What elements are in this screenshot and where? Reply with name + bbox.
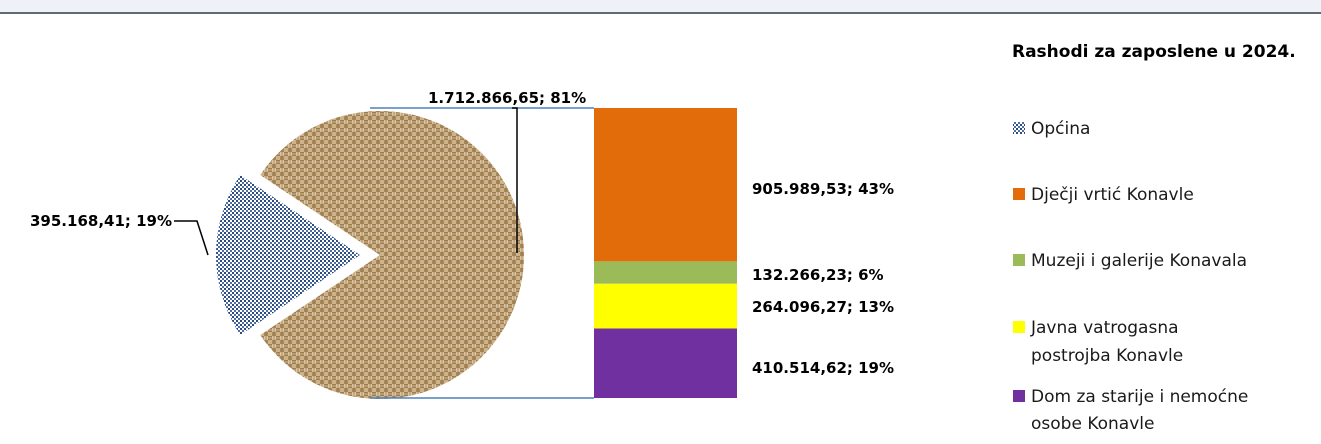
legend-swatch-2 <box>1013 254 1025 266</box>
legend-label-4: Dom za starije i nemoćne <box>1031 387 1248 407</box>
legend-label-4-line2: osobe Konavle <box>1031 414 1154 434</box>
top-border <box>0 0 1321 14</box>
legend-swatch-4 <box>1013 390 1025 402</box>
leader-line-opcina <box>174 220 209 256</box>
legend-swatch-3 <box>1013 321 1025 333</box>
stacked-bar <box>594 108 737 398</box>
bar-label-1: 132.266,23; 6% <box>752 266 884 284</box>
pie <box>215 110 524 400</box>
pie-label-opcina: 395.168,41; 19% <box>30 212 172 230</box>
legend-label-1: Dječji vrtić Konavle <box>1031 185 1194 205</box>
bar-label-3: 410.514,62; 19% <box>752 359 894 377</box>
data-labels: 1.712.866,65; 81% 395.168,41; 19% 905.989,… <box>30 89 894 377</box>
pie-slice-other <box>260 110 524 400</box>
legend-swatch-0 <box>1013 122 1025 134</box>
connector-lines <box>370 107 594 399</box>
chart-title: Rashodi za zaposlene u 2024. <box>1012 42 1296 62</box>
legend-label-3: Javna vatrogasna <box>1030 318 1179 338</box>
legend-label-2: Muzeji i galerije Konavala <box>1031 251 1247 271</box>
bar-segment-0 <box>594 108 737 262</box>
legend: Općina Dječji vrtić Konavle Muzeji i galer… <box>1013 119 1248 434</box>
bar-segment-2 <box>594 283 737 329</box>
leader-line-other <box>512 107 518 253</box>
bar-segment-3 <box>594 328 737 398</box>
legend-swatch-1 <box>1013 188 1025 200</box>
bar-label-0: 905.989,53; 43% <box>752 180 894 198</box>
bar-segment-1 <box>594 261 737 284</box>
legend-label-3-line2: postrojba Konavle <box>1031 346 1183 366</box>
bar-label-2: 264.096,27; 13% <box>752 298 894 316</box>
legend-label-0: Općina <box>1031 119 1090 139</box>
pie-label-other: 1.712.866,65; 81% <box>428 89 586 107</box>
pie-slice-opcina <box>215 175 360 335</box>
